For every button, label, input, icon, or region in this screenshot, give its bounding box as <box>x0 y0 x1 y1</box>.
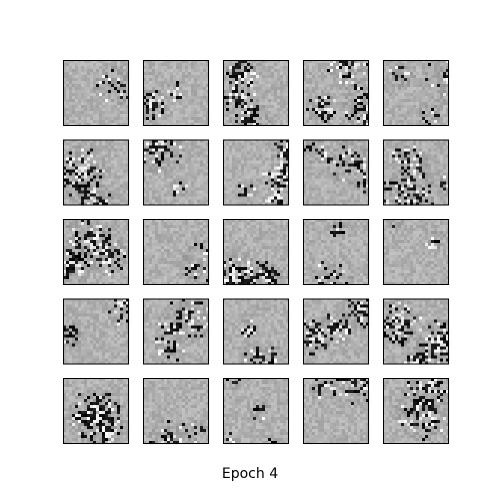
sample-tile-frame <box>383 378 449 444</box>
sample-tile <box>303 139 370 206</box>
sample-tile <box>303 378 370 445</box>
sample-tile <box>63 298 130 365</box>
sample-tile <box>383 219 450 286</box>
sample-tile-frame <box>223 60 289 126</box>
sample-tile <box>223 378 290 445</box>
sample-tile-frame <box>63 219 129 285</box>
sample-tile <box>143 298 210 365</box>
sample-tile <box>143 219 210 286</box>
sample-tile-frame <box>383 298 449 365</box>
sample-tile-frame <box>143 219 209 285</box>
sample-tile <box>223 139 290 206</box>
sample-tile <box>383 139 450 206</box>
sample-tile-frame <box>63 139 129 206</box>
sample-tile-frame <box>383 219 449 285</box>
sample-tile-frame <box>223 219 289 285</box>
sample-tile <box>63 378 130 445</box>
sample-tile-frame <box>143 298 209 365</box>
sample-tile-frame <box>223 139 289 206</box>
sample-tile-frame <box>303 298 369 365</box>
sample-tile-frame <box>303 60 369 126</box>
sample-tile <box>63 219 130 286</box>
figure-caption: Epoch 4 <box>221 466 279 482</box>
sample-tile-frame <box>303 219 369 285</box>
sample-tile-frame <box>303 139 369 206</box>
sample-tiles <box>63 60 450 445</box>
sample-tile <box>63 60 130 127</box>
sample-tile-frame <box>63 378 129 444</box>
sample-tile-frame <box>143 139 209 206</box>
sample-tile <box>223 298 290 365</box>
sample-tile <box>383 378 450 445</box>
sample-tile-frame <box>303 378 369 444</box>
sample-tile-frame <box>63 60 129 126</box>
sample-tile-frame <box>223 378 289 444</box>
sample-tile <box>143 139 210 206</box>
sample-tile-frame <box>223 298 289 365</box>
sample-tile-frame <box>143 60 209 126</box>
sample-tile <box>383 298 450 365</box>
sample-tile <box>143 60 210 127</box>
sample-tile <box>303 60 370 127</box>
sample-tile <box>223 219 290 286</box>
sample-tile <box>303 219 370 286</box>
sample-tile-frame <box>383 139 449 206</box>
sample-tile-frame <box>143 378 209 444</box>
sample-tile <box>223 60 290 127</box>
sample-tile <box>63 139 130 206</box>
sample-tile <box>303 298 370 365</box>
sample-tile <box>143 378 210 445</box>
sample-tile-frame <box>63 298 129 365</box>
sample-tile-frame <box>383 60 449 126</box>
sample-tile <box>383 60 450 127</box>
